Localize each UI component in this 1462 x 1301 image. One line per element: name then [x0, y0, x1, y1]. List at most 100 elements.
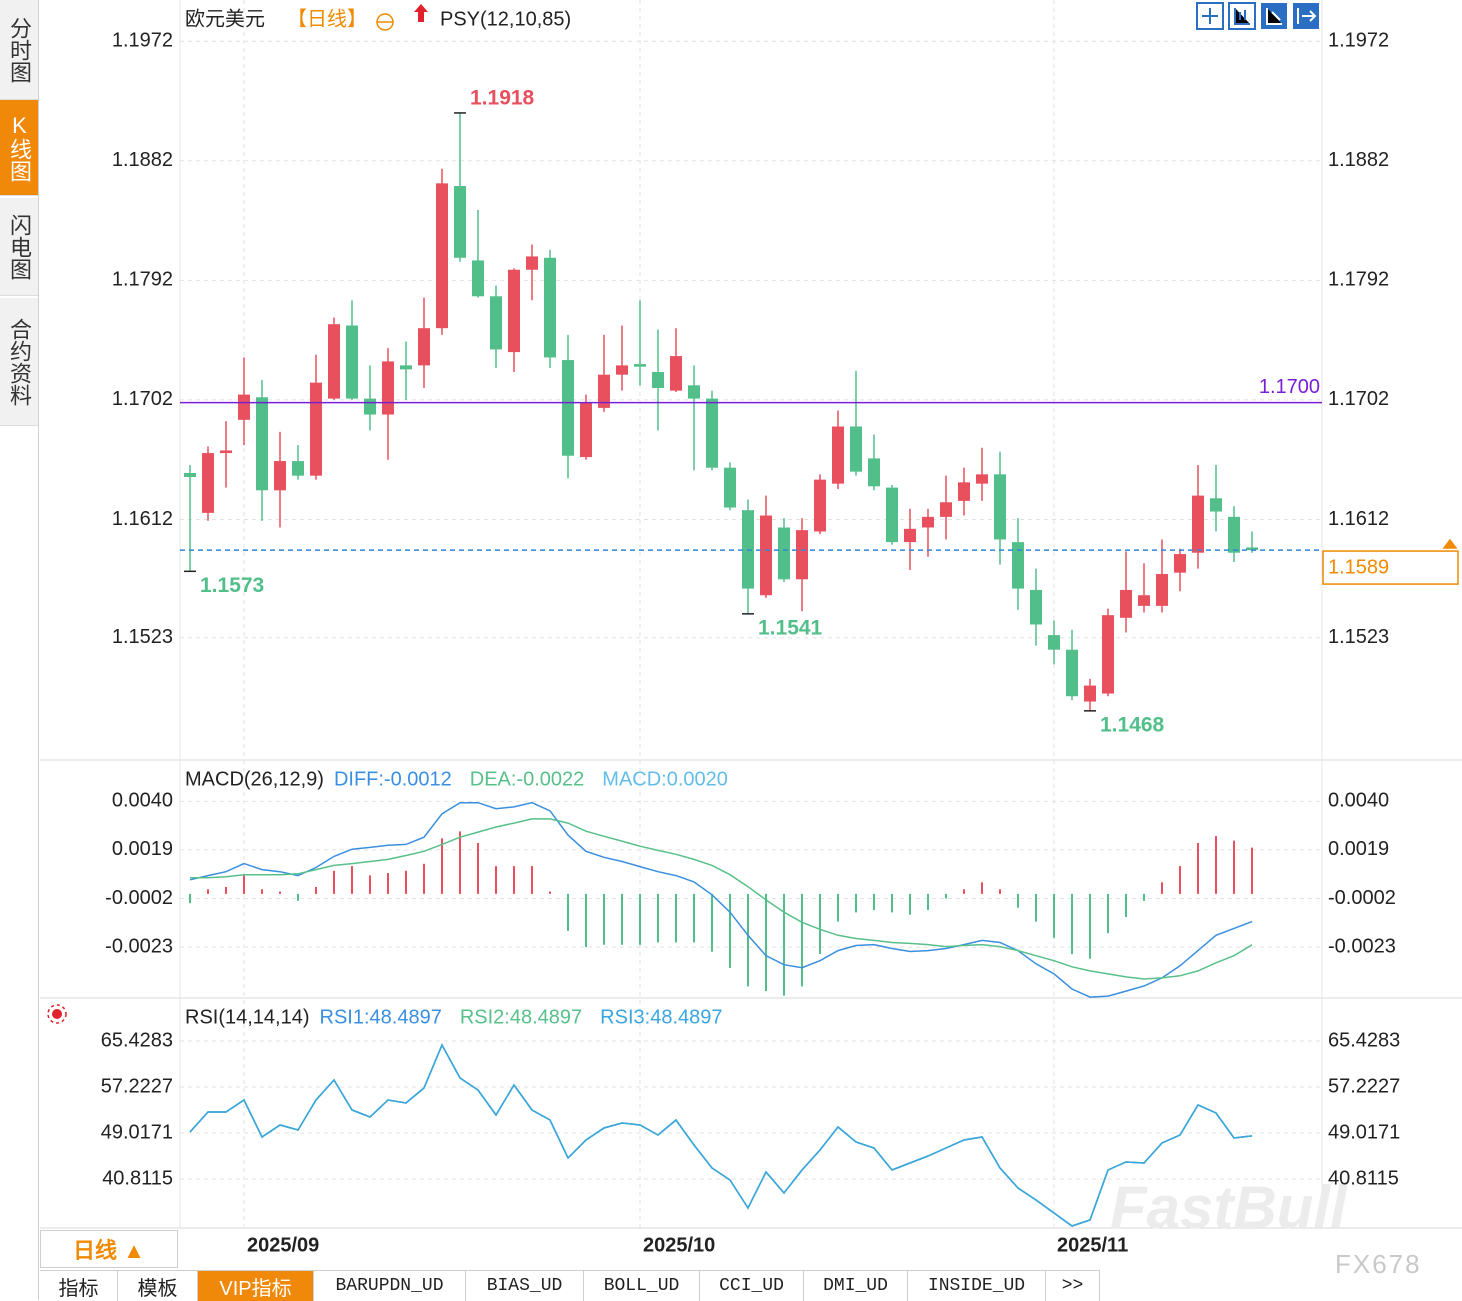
- tab[interactable]: INSIDE_UD: [908, 1271, 1046, 1301]
- y-tick-label: 49.0171: [101, 1121, 173, 1143]
- candle-body: [184, 473, 196, 477]
- y-tick-label-right: 1.1972: [1328, 29, 1389, 51]
- y-tick-label-right: 1.1792: [1328, 269, 1389, 291]
- y-tick-label-right: -0.0002: [1328, 887, 1396, 909]
- candle-body: [508, 269, 520, 353]
- candle-body: [940, 502, 952, 517]
- candle-body: [220, 450, 232, 454]
- period-label: 【日线】: [287, 7, 367, 30]
- candle-body: [670, 356, 682, 391]
- y-tick-label-right: 1.1523: [1328, 626, 1389, 648]
- extreme-label: 1.1918: [470, 86, 535, 109]
- candle-body: [832, 426, 844, 484]
- x-tick-label: 2025/10: [643, 1234, 715, 1256]
- legend-entry: RSI1:48.4897: [320, 1006, 442, 1028]
- candle-body: [904, 528, 916, 543]
- indicator-label: PSY(12,10,85): [440, 8, 571, 30]
- candle-body: [310, 382, 322, 476]
- y-tick-label: -0.0023: [105, 935, 173, 957]
- candle-body: [580, 402, 592, 458]
- pane-title: RSI(14,14,14): [185, 1006, 310, 1028]
- level-label: 1.1700: [1259, 376, 1320, 398]
- symbol-title: 欧元美元: [185, 7, 265, 30]
- candle-body: [1246, 547, 1258, 551]
- legend-entry: DIFF:-0.0012: [334, 768, 452, 790]
- watermark-code: FX678: [1335, 1249, 1422, 1279]
- y-tick-label: 1.1882: [112, 149, 173, 171]
- indicator-tabs: 指标 模板 VIP指标 BARUPDN_UD BIAS_UD BOLL_UD C…: [40, 1270, 1100, 1301]
- candle-body: [1174, 554, 1186, 573]
- candle-body: [706, 398, 718, 468]
- y-tick-label: 1.1612: [112, 508, 173, 530]
- y-tick-label-right: 57.2227: [1328, 1075, 1400, 1097]
- candle-body: [1012, 542, 1024, 589]
- candle-body: [490, 296, 502, 350]
- candle-body: [364, 398, 376, 415]
- candle-body: [1030, 589, 1042, 625]
- candle-body: [274, 461, 286, 491]
- pane-title: MACD(26,12,9): [185, 768, 324, 790]
- tab[interactable]: BARUPDN_UD: [314, 1271, 466, 1301]
- tab[interactable]: 模板: [118, 1271, 198, 1301]
- candle-body: [418, 328, 430, 366]
- candle-body: [616, 365, 628, 375]
- y-tick-label: 65.4283: [101, 1029, 173, 1051]
- x-tick-label: 2025/11: [1057, 1234, 1128, 1256]
- candle-body: [436, 183, 448, 329]
- y-tick-label: 1.1523: [112, 626, 173, 648]
- candle-body: [544, 257, 556, 358]
- tab-kline[interactable]: K线图: [0, 100, 38, 196]
- indicator-line: [189, 1043, 1253, 1227]
- candle-body: [202, 453, 214, 513]
- candle-body: [1192, 495, 1204, 553]
- y-tick-label-right: 65.4283: [1328, 1029, 1400, 1051]
- candle-body: [922, 516, 934, 528]
- extreme-label: 1.1468: [1100, 713, 1165, 736]
- candle-body: [1066, 649, 1078, 697]
- tab[interactable]: 指标: [40, 1271, 118, 1301]
- toolbar-icons[interactable]: [1196, 2, 1319, 30]
- y-tick-label: 57.2227: [101, 1075, 173, 1097]
- candle-body: [886, 487, 898, 543]
- y-tick-label-right: 1.1702: [1328, 388, 1389, 410]
- candle-body: [454, 186, 466, 258]
- period-button[interactable]: 日线 ▲: [40, 1230, 178, 1268]
- y-tick-label-right: 40.8115: [1328, 1167, 1399, 1189]
- legend-entry: DEA:-0.0022: [470, 768, 585, 790]
- y-tick-label: 1.1972: [112, 29, 173, 51]
- candle-body: [472, 260, 484, 297]
- candle-body: [526, 256, 538, 270]
- legend-entry: MACD:0.0020: [602, 768, 728, 790]
- candle-body: [1102, 615, 1114, 694]
- sidebar: 分时图 K线图 闪电图 合约资料: [0, 0, 39, 1300]
- candle-body: [292, 461, 304, 476]
- candle-body: [256, 397, 268, 491]
- x-tick-label: 2025/09: [247, 1234, 319, 1256]
- y-tick-label: 0.0040: [112, 790, 173, 812]
- tab[interactable]: VIP指标: [198, 1271, 314, 1301]
- legend-entry: RSI2:48.4897: [460, 1006, 582, 1028]
- candle-body: [868, 458, 880, 487]
- candle-body: [1156, 573, 1168, 606]
- y-tick-label: 1.1792: [112, 269, 173, 291]
- y-tick-label-right: 1.1612: [1328, 508, 1389, 530]
- tab-flash[interactable]: 闪电图: [0, 198, 38, 296]
- tab-contract[interactable]: 合约资料: [0, 298, 38, 426]
- tab[interactable]: DMI_UD: [804, 1271, 908, 1301]
- last-price-box: [1322, 550, 1459, 585]
- candle-body: [1120, 589, 1132, 618]
- y-tick-label-right: -0.0023: [1328, 935, 1396, 957]
- candle-body: [688, 385, 700, 399]
- candle-body: [562, 360, 574, 456]
- tab[interactable]: CCI_UD: [700, 1271, 804, 1301]
- candle-body: [328, 324, 340, 399]
- tab[interactable]: BIAS_UD: [466, 1271, 584, 1301]
- tab[interactable]: >>: [1046, 1271, 1100, 1301]
- settings-icon[interactable]: [376, 13, 394, 31]
- tab-timeshare[interactable]: 分时图: [0, 0, 38, 100]
- tab[interactable]: BOLL_UD: [584, 1271, 700, 1301]
- extreme-label: 1.1541: [758, 616, 823, 639]
- extreme-label: 1.1573: [200, 574, 264, 597]
- candle-body: [1228, 516, 1240, 553]
